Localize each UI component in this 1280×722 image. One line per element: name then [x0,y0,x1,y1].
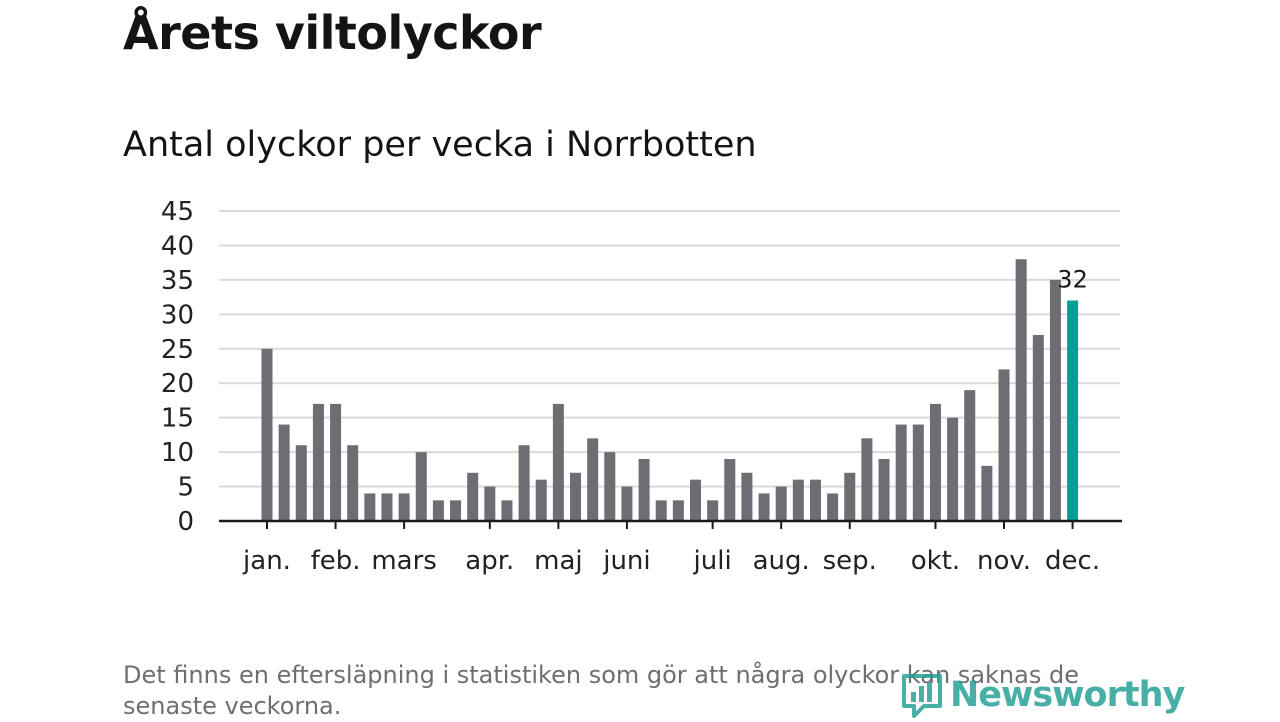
bar [552,403,564,521]
x-tick-label: mars [371,546,437,576]
bar [724,459,736,521]
x-tick-label: juni [602,546,650,576]
bar [638,459,650,521]
x-tick-label: dec. [1045,546,1100,576]
chart-subtitle: Antal olyckor per vecka i Norrbotten [123,125,757,165]
y-tick-label: 30 [161,300,194,330]
x-tick-label: maj [534,546,582,576]
bar [981,465,993,521]
bar [415,452,427,521]
x-tick-label: sep. [823,546,877,576]
bar-chart-speech-icon [902,674,942,718]
bar [672,500,684,521]
bar [1032,335,1044,521]
y-tick-label: 25 [161,335,194,365]
bar [947,417,959,521]
x-tick-label: okt. [911,546,960,576]
x-tick-label: apr. [465,546,514,576]
bar [792,479,804,521]
bar [998,369,1010,521]
bar [1067,300,1079,521]
bar [809,479,821,521]
bar [758,493,770,521]
bar [964,390,976,521]
y-tick-label: 20 [161,369,194,399]
y-tick-label: 35 [161,266,194,296]
bar [827,493,839,521]
bar [912,424,924,521]
newsworthy-logo: Newsworthy [900,670,1185,720]
bar [484,486,496,521]
bar [501,500,513,521]
bar [295,445,307,521]
bar [467,472,479,521]
bar [330,403,342,521]
bar [347,445,359,521]
bar [621,486,633,521]
y-tick-label: 0 [177,507,194,537]
bar [1049,279,1061,521]
x-tick-label: feb. [311,546,361,576]
x-tick-label: jan. [242,546,291,576]
x-tick-label: nov. [977,546,1031,576]
bar [775,486,787,521]
bar [381,493,393,521]
bar [261,348,273,521]
bar [878,459,890,521]
bar [929,403,941,521]
bar [861,438,873,521]
y-tick-label: 45 [161,197,194,227]
bar [741,472,753,521]
bar [535,479,547,521]
y-axis-ticks: 0 5 10 15 20 25 30 35 40 45 [161,197,194,537]
y-tick-label: 15 [161,404,194,434]
bar [570,472,582,521]
bar [690,479,701,521]
bar [1015,259,1027,521]
bar [450,500,462,521]
highlight-value-label: 32 [1057,266,1088,294]
x-axis-ticks: jan. feb. mars apr. maj juni juli aug. sep. okt. n… [242,521,1100,576]
y-tick-label: 40 [161,231,194,261]
y-tick-label: 5 [177,473,194,503]
bar [844,472,856,521]
bar [518,445,530,521]
chart-title: Årets viltolyckor [123,6,542,60]
bars [261,259,1079,521]
gridlines [219,210,1120,488]
x-tick-label: aug. [753,546,810,576]
x-tick-label: juli [693,546,732,576]
bar [655,500,667,521]
brand-name: Newsworthy [950,675,1185,715]
bar [398,493,410,521]
bar [432,500,444,521]
bar [278,424,290,521]
value-labels: 32 [1057,266,1088,294]
y-tick-label: 10 [161,438,194,468]
bar [707,500,719,521]
bar [312,403,324,521]
bar [364,493,376,521]
bar [895,424,907,521]
bar [587,438,599,521]
bar [604,452,616,521]
